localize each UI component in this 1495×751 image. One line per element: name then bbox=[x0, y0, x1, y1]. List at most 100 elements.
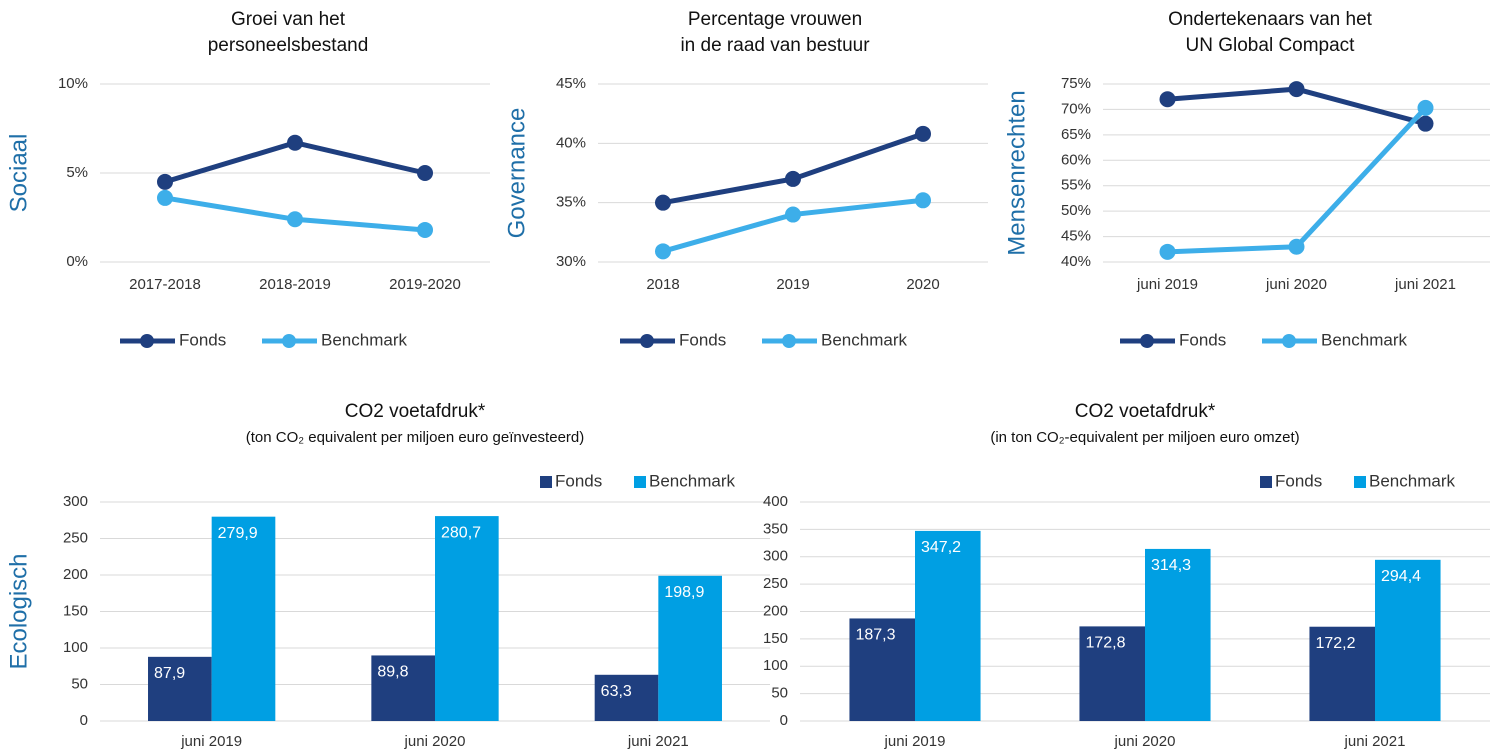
bar bbox=[849, 618, 915, 721]
y-tick-label: 45% bbox=[1061, 228, 1091, 245]
y-tick-label: 200 bbox=[763, 602, 788, 619]
data-label: 172,8 bbox=[1085, 635, 1125, 652]
point bbox=[157, 173, 173, 190]
bar bbox=[435, 516, 499, 721]
legend-marker bbox=[282, 334, 296, 348]
legend-label: Benchmark bbox=[1321, 330, 1407, 349]
legend-label: Fonds bbox=[179, 330, 226, 349]
y-tick-label: 5% bbox=[66, 164, 88, 181]
point bbox=[915, 125, 931, 142]
legend-label: Benchmark bbox=[821, 330, 907, 349]
point bbox=[157, 189, 173, 206]
point bbox=[1417, 115, 1434, 132]
point bbox=[417, 165, 433, 181]
legend-marker bbox=[782, 334, 796, 348]
data-label: 172,2 bbox=[1315, 635, 1355, 652]
line bbox=[1167, 106, 1428, 255]
point bbox=[785, 206, 801, 223]
chart-title: personeelsbestand bbox=[208, 35, 369, 56]
y-tick-label: 100 bbox=[763, 657, 788, 674]
point bbox=[417, 221, 433, 238]
side-label: Ecologisch bbox=[5, 553, 32, 669]
data-label: 347,2 bbox=[921, 539, 961, 556]
chart-title: in de raad van bestuur bbox=[680, 35, 870, 56]
x-tick-label: juni 2021 bbox=[1344, 733, 1406, 750]
y-tick-label: 150 bbox=[763, 630, 788, 647]
x-tick-label: juni 2020 bbox=[1265, 276, 1327, 293]
legend-label: Benchmark bbox=[321, 330, 407, 349]
y-tick-label: 300 bbox=[63, 493, 88, 510]
bar bbox=[1375, 559, 1441, 721]
y-tick-label: 55% bbox=[1061, 177, 1091, 194]
legend-label: Benchmark bbox=[649, 471, 735, 490]
point bbox=[287, 134, 303, 151]
x-tick-label: 2019-2020 bbox=[389, 276, 461, 293]
y-tick-label: 60% bbox=[1061, 151, 1091, 168]
bar bbox=[148, 656, 212, 721]
bar bbox=[1079, 626, 1145, 721]
chart-subtitle: (in ton CO₂-equivalent per miljoen euro … bbox=[990, 429, 1299, 446]
y-tick-label: 50 bbox=[771, 685, 788, 702]
point bbox=[915, 192, 931, 209]
side-label: Governance bbox=[503, 108, 530, 239]
y-tick-label: 40% bbox=[556, 134, 586, 151]
point bbox=[655, 243, 671, 260]
data-label: 314,3 bbox=[1151, 557, 1191, 574]
data-label: 198,9 bbox=[664, 584, 704, 601]
y-tick-label: 70% bbox=[1061, 100, 1091, 117]
side-label: Mensenrechten bbox=[1003, 90, 1030, 255]
y-tick-label: 65% bbox=[1061, 126, 1091, 143]
y-tick-label: 40% bbox=[1061, 253, 1091, 270]
point bbox=[1159, 91, 1176, 108]
bar bbox=[211, 516, 276, 721]
line bbox=[662, 131, 924, 206]
bar bbox=[1145, 548, 1211, 721]
chart-subtitle: (ton CO₂ equivalent per miljoen euro geï… bbox=[246, 429, 585, 446]
y-tick-label: 100 bbox=[63, 639, 88, 656]
x-tick-label: 2018-2019 bbox=[259, 276, 331, 293]
x-tick-label: juni 2021 bbox=[627, 733, 689, 750]
chart-title: CO2 voetafdruk* bbox=[1075, 401, 1216, 422]
legend-swatch bbox=[634, 476, 646, 488]
bar bbox=[371, 655, 435, 721]
y-tick-label: 250 bbox=[763, 575, 788, 592]
legend-swatch bbox=[1354, 476, 1366, 488]
chart-title: Percentage vrouwen bbox=[688, 9, 862, 30]
chart-title: Ondertekenaars van het bbox=[1168, 9, 1373, 30]
x-tick-label: 2017-2018 bbox=[129, 276, 201, 293]
legend-marker bbox=[140, 334, 154, 348]
bar bbox=[1309, 626, 1375, 721]
chart-title: UN Global Compact bbox=[1186, 35, 1356, 56]
y-tick-label: 0 bbox=[80, 712, 88, 729]
legend-label: Benchmark bbox=[1369, 471, 1455, 490]
data-label: 87,9 bbox=[154, 665, 185, 682]
data-label: 89,8 bbox=[377, 664, 408, 681]
y-tick-label: 30% bbox=[556, 253, 586, 270]
legend-swatch bbox=[1260, 476, 1272, 488]
bar bbox=[915, 530, 981, 721]
point bbox=[1288, 81, 1305, 98]
x-tick-label: juni 2019 bbox=[884, 733, 946, 750]
x-tick-label: juni 2019 bbox=[1136, 276, 1198, 293]
y-tick-label: 45% bbox=[556, 75, 586, 92]
x-tick-label: juni 2021 bbox=[1394, 276, 1456, 293]
legend-marker bbox=[640, 334, 654, 348]
y-tick-label: 50% bbox=[1061, 202, 1091, 219]
point bbox=[1288, 238, 1305, 255]
legend-label: Fonds bbox=[1275, 471, 1322, 490]
data-label: 294,4 bbox=[1381, 568, 1421, 585]
data-label: 187,3 bbox=[855, 627, 895, 644]
chart-title: CO2 voetafdruk* bbox=[345, 401, 486, 422]
y-tick-label: 150 bbox=[63, 602, 88, 619]
legend-marker bbox=[1282, 334, 1296, 348]
y-tick-label: 250 bbox=[63, 529, 88, 546]
y-tick-label: 10% bbox=[58, 75, 88, 92]
y-tick-label: 0 bbox=[780, 712, 788, 729]
point bbox=[1417, 99, 1434, 116]
legend-label: Fonds bbox=[679, 330, 726, 349]
x-tick-label: 2019 bbox=[776, 276, 809, 293]
point bbox=[287, 211, 303, 228]
legend-swatch bbox=[540, 476, 552, 488]
y-tick-label: 200 bbox=[63, 566, 88, 583]
